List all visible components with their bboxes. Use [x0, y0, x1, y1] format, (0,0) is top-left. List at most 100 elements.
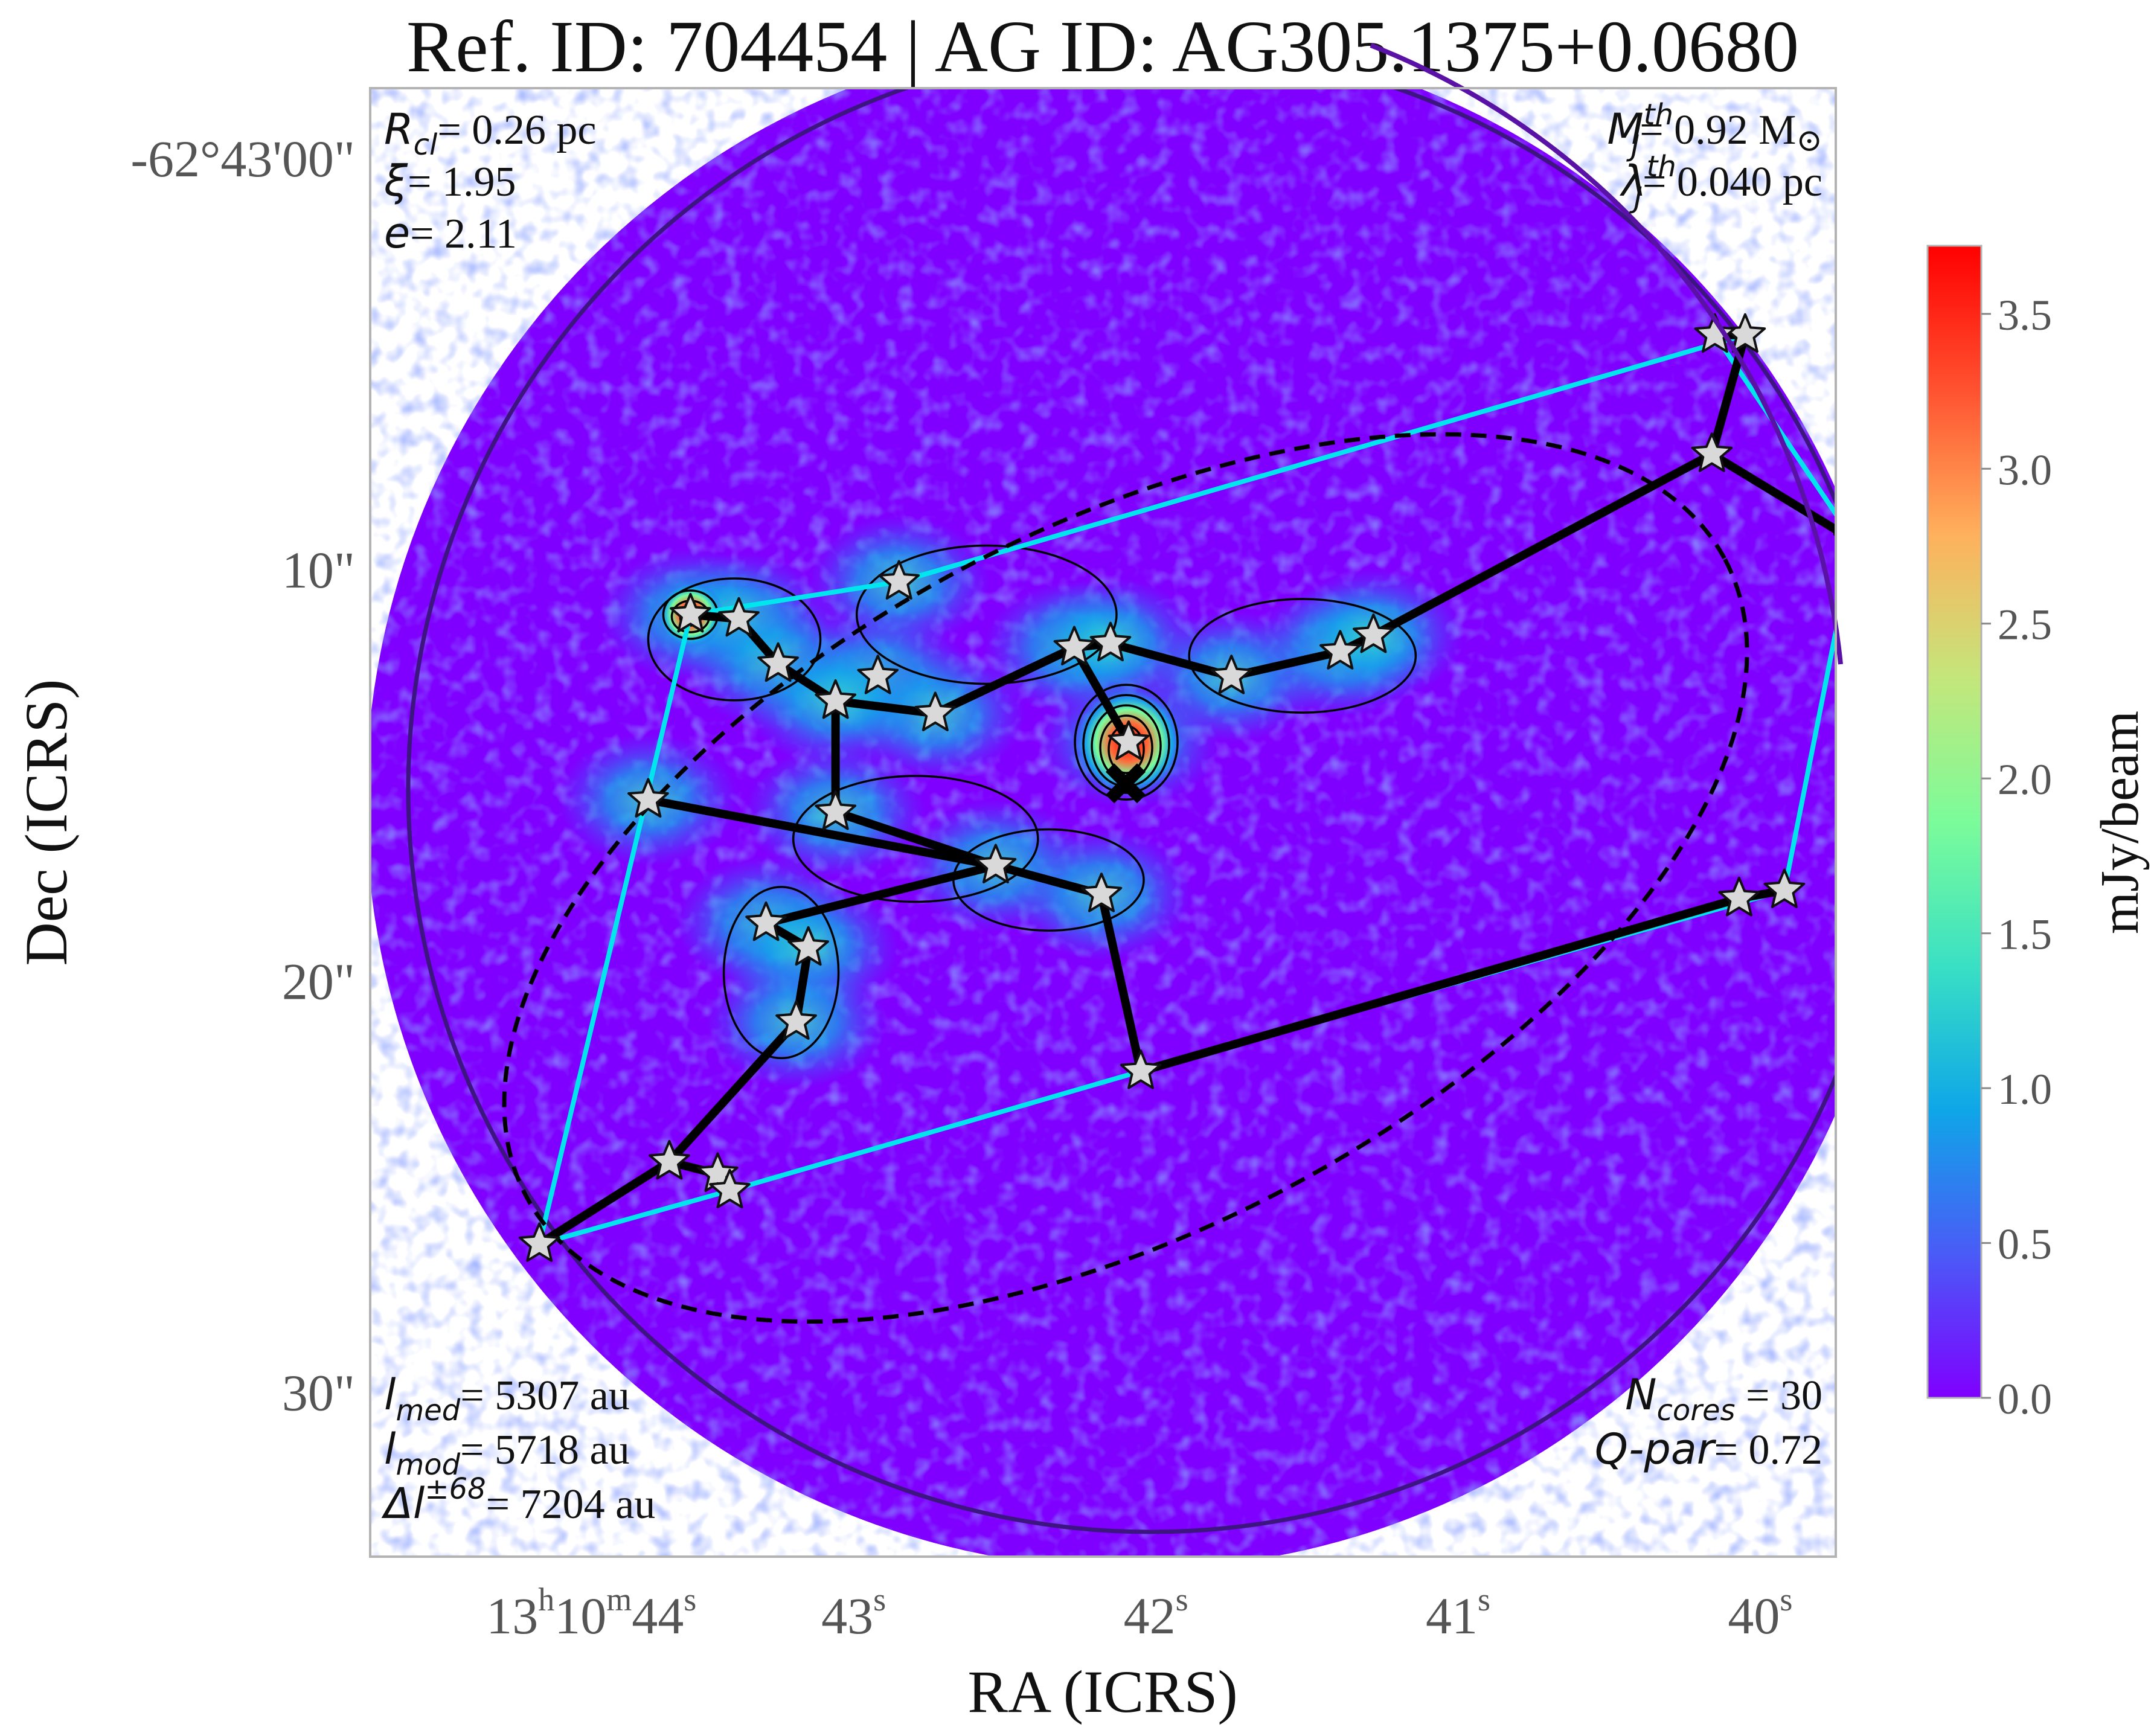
core-star [649, 1140, 690, 1180]
y-tick-label: 30" [282, 1364, 355, 1422]
core-star [1718, 877, 1760, 917]
colorbar-ticks: 0.0 0.5 1.0 1.5 2.0 2.5 3.0 3.5 [1981, 291, 2052, 1423]
annotation-line: λth J= 0.040 pc [1619, 150, 1822, 215]
core-star [1089, 621, 1132, 662]
annotation-bottom-right: Ncores = 30Q-par= 0.72 [1595, 1370, 1822, 1474]
mst-edge [831, 697, 940, 718]
colorbar-tick-label: 3.5 [1998, 291, 2052, 339]
core-star [1053, 626, 1095, 665]
annotation-line: Δl±68= 7204 au [381, 1472, 655, 1528]
core-star [1763, 868, 1806, 908]
minimum-spanning-tree [535, 330, 1836, 1249]
mst-edge [665, 1017, 801, 1167]
convex-hull [537, 332, 1836, 1247]
core-star [787, 926, 829, 966]
x-tick-label: 43s [821, 1581, 886, 1645]
core-star [914, 691, 957, 731]
x-tick-label: 13h10m44s [486, 1581, 696, 1645]
colorbar-tick-label: 1.0 [1998, 1065, 2052, 1113]
contour-ring [1082, 694, 1170, 794]
clump-ellipse [502, 432, 1749, 1324]
y-tick-labels: -62°43'00" 10" 20" 30" [130, 130, 355, 1422]
core-star [670, 593, 711, 633]
contour-ring [722, 886, 840, 1060]
annotation-line: Q-par= 0.72 [1595, 1424, 1822, 1474]
annotation-top-right: Mth J= 0.92 M⊙λth J= 0.040 pc [1607, 98, 1822, 215]
core-star [1080, 873, 1123, 912]
mst-edge [931, 643, 1079, 718]
chart-title: Ref. ID: 704454 | AG ID: AG305.1375+0.06… [406, 6, 1799, 88]
annotation-line: e= 2.11 [384, 208, 517, 258]
x-tick-label: 40s [1728, 1581, 1792, 1645]
mst-edge [1097, 890, 1146, 1076]
colorbar-tick-label: 0.0 [1998, 1375, 2052, 1423]
mst-edge [1707, 450, 1836, 535]
contour-ring [792, 775, 1039, 903]
core-star [1120, 1049, 1162, 1089]
mst-edge [1369, 450, 1716, 640]
x-tick-label: 42s [1124, 1581, 1188, 1645]
y-tick-label: 20" [282, 952, 355, 1010]
mst-edge [1136, 894, 1743, 1076]
contour-ring [647, 577, 822, 702]
annotation-line: lmod= 5718 au [384, 1424, 630, 1482]
core-star [627, 778, 669, 818]
outer-arc-right [1370, 43, 1843, 665]
core-star [857, 655, 899, 694]
outer-clump-circle [406, 88, 1836, 1534]
core-star [775, 1000, 817, 1040]
plot-area [370, 88, 1836, 1557]
colorbar-tick-label: 3.0 [1998, 446, 2052, 494]
convex-hull-polygon [537, 332, 1836, 1247]
core-star [815, 790, 856, 830]
annotation-line: lmed= 5307 au [384, 1370, 630, 1427]
core-star [878, 560, 920, 600]
mst-edge [644, 795, 1000, 870]
mst-edge [831, 807, 1000, 870]
annotation-line: Ncores = 30 [1625, 1370, 1822, 1427]
core-star [718, 597, 760, 637]
core-star [1353, 613, 1394, 653]
core-star [815, 679, 856, 719]
intensity-contours [647, 544, 1417, 1060]
clump-centroid [1105, 763, 1146, 804]
colorbar-tick-label: 1.5 [1998, 911, 2052, 959]
core-star [1319, 630, 1361, 670]
annotation-line: ξ= 1.95 [383, 156, 516, 206]
plot-frame [369, 87, 1837, 1558]
core-star [1833, 533, 1836, 537]
colorbar-label: mJy/beam [2090, 711, 2150, 934]
mst-edge [535, 1158, 674, 1249]
core-star [518, 1222, 560, 1262]
annotation-top-left: Rcl= 0.26 pcξ= 1.95e= 2.11 [383, 104, 596, 258]
core-star [1210, 655, 1252, 694]
contour-ring [855, 544, 1118, 685]
cores-layer [518, 313, 1836, 1262]
centroid-marker [1105, 763, 1146, 804]
contour-ring [1074, 684, 1179, 801]
core-star [709, 1168, 751, 1209]
y-tick-label: 10" [282, 541, 355, 599]
colorbar-tick-label: 2.5 [1998, 601, 2052, 649]
colorbar-tick-label: 0.5 [1998, 1220, 2052, 1269]
core-star [1108, 720, 1150, 760]
clump-ellipse-outline [502, 432, 1749, 1324]
colorbar [1926, 245, 1983, 1399]
annotation-line: Rcl= 0.26 pc [384, 104, 596, 162]
y-tick-label: -62°43'00" [130, 130, 355, 188]
core-star [757, 642, 799, 682]
x-tick-labels: 13h10m44s 43s 42s 41s 40s [486, 1581, 1792, 1645]
annotation-line: Mth J= 0.92 M⊙ [1607, 98, 1822, 163]
core-star [745, 901, 787, 941]
contour-ring [1188, 598, 1417, 714]
core-star [1694, 313, 1736, 353]
y-axis-label: Dec (ICRS) [13, 679, 80, 966]
x-tick-label: 41s [1426, 1581, 1490, 1645]
mst-edge [761, 861, 1000, 927]
core-star [975, 844, 1017, 883]
core-star [1691, 432, 1733, 472]
colorbar-tick-label: 2.0 [1998, 755, 2052, 804]
x-axis-label: RA (ICRS) [967, 1658, 1237, 1725]
